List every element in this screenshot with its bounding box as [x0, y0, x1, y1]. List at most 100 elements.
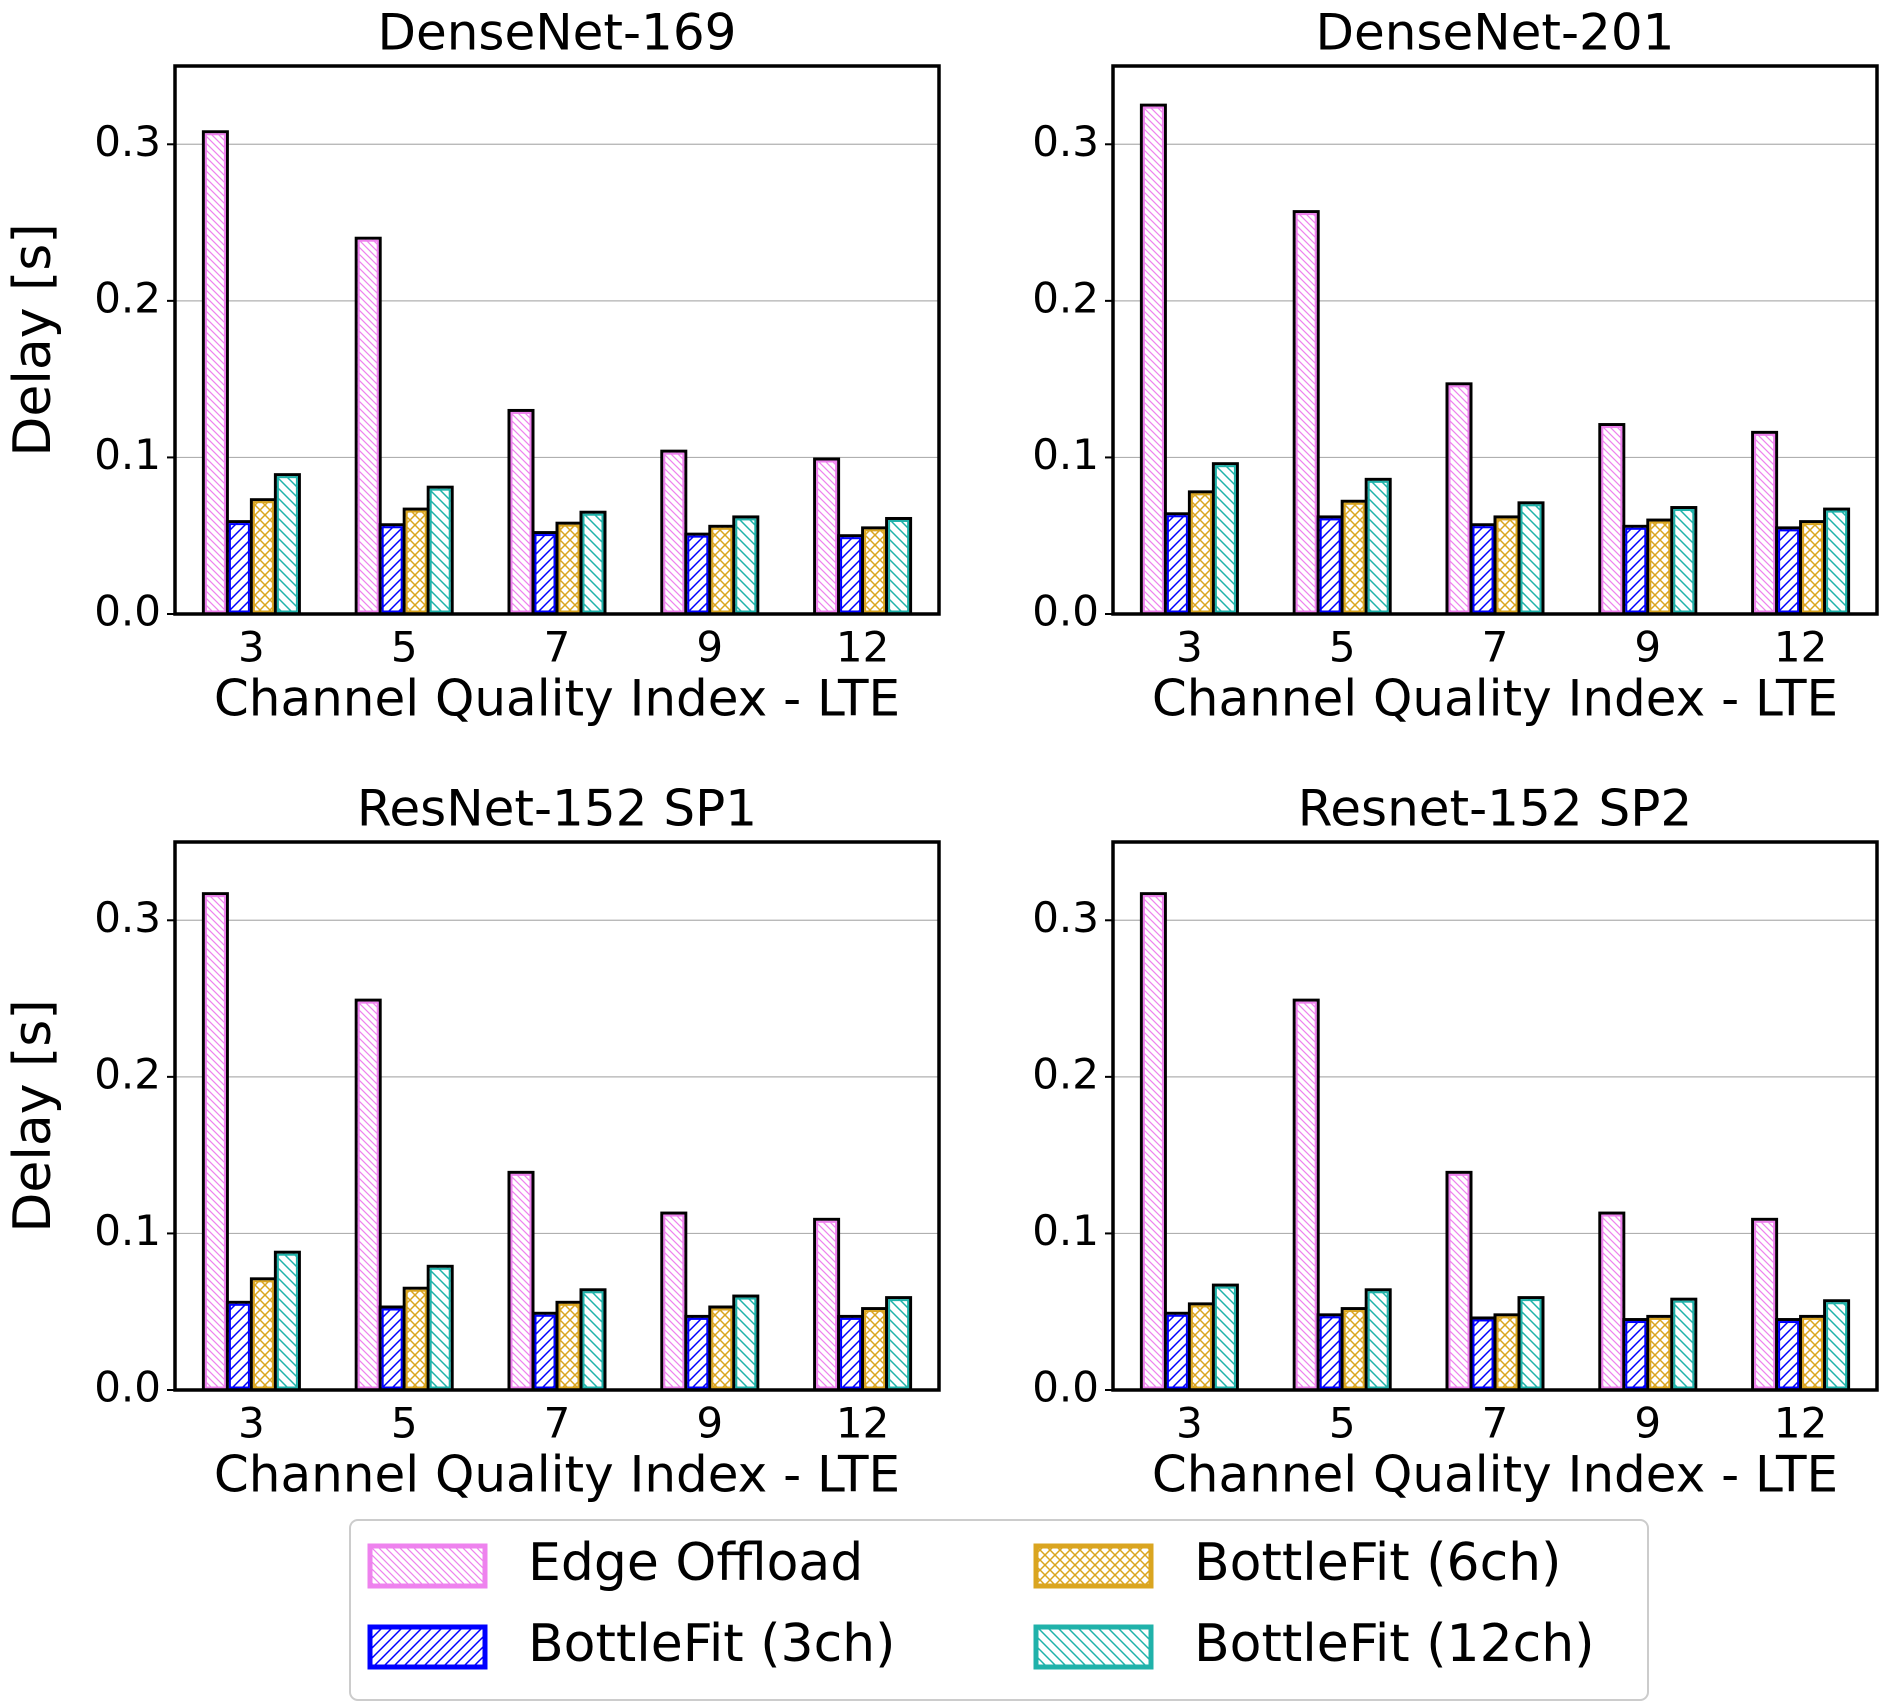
bar-inner-edge	[1826, 510, 1848, 613]
bar-inner-edge	[1601, 426, 1623, 613]
bar-inner-edge	[816, 460, 838, 613]
bar-inner-edge	[1142, 895, 1164, 1389]
bar	[1598, 1211, 1626, 1392]
bar-inner-edge	[228, 1303, 250, 1389]
x-tick-label: 5	[1329, 623, 1356, 672]
bar-inner-edge	[816, 1220, 838, 1389]
bar	[1445, 382, 1473, 616]
bar	[579, 510, 607, 616]
bar	[1670, 1297, 1698, 1392]
bar	[1469, 1316, 1497, 1392]
bar-inner-edge	[663, 1214, 685, 1389]
bar-inner-edge	[204, 133, 226, 613]
bar	[1670, 506, 1698, 616]
bar-inner-edge	[1802, 1317, 1824, 1389]
bar-inner-edge	[840, 537, 862, 613]
y-tick-label: 0.2	[1032, 1049, 1099, 1098]
x-axis-label: Channel Quality Index - LTE	[1152, 1446, 1838, 1504]
bar-inner-edge	[381, 526, 403, 613]
bar-inner-edge	[1778, 529, 1800, 613]
bar	[1364, 1288, 1392, 1392]
bar-inner-edge	[534, 1314, 556, 1389]
bar	[1364, 477, 1392, 616]
bar-inner-edge	[1166, 515, 1188, 613]
x-tick-label: 5	[1329, 1399, 1356, 1448]
x-tick-label: 9	[696, 623, 723, 672]
bar	[861, 1307, 889, 1392]
bar-inner-edge	[276, 1253, 298, 1389]
y-tick-label: 0.2	[94, 1049, 161, 1098]
legend-box	[349, 1519, 1649, 1701]
x-tick-label: 3	[1176, 1399, 1203, 1448]
bar-inner-edge	[534, 534, 556, 613]
bar-inner-edge	[1472, 1319, 1494, 1389]
y-tick-label: 0.3	[94, 893, 161, 942]
bar	[273, 1250, 301, 1392]
bar-inner-edge	[510, 1173, 532, 1389]
bar	[1316, 515, 1344, 616]
bar	[426, 1264, 454, 1392]
bar	[1751, 430, 1779, 616]
bar	[1163, 512, 1191, 616]
bar	[1751, 1217, 1779, 1392]
bar-inner-edge	[735, 518, 757, 613]
bar	[660, 1211, 688, 1392]
bar-inner-edge	[711, 1308, 733, 1389]
bar-inner-edge	[429, 488, 451, 613]
y-tick-label: 0.0	[94, 1363, 161, 1412]
bar	[885, 1296, 913, 1392]
x-tick-label: 3	[1176, 623, 1203, 672]
x-tick-label: 12	[1774, 1399, 1827, 1448]
x-tick-label: 9	[696, 1399, 723, 1448]
bar	[1823, 507, 1851, 616]
bar-inner-edge	[1472, 526, 1494, 613]
bar	[861, 526, 889, 616]
bar	[402, 1286, 430, 1392]
bar	[555, 1300, 583, 1392]
plot-frame	[1111, 64, 1879, 616]
bar	[1799, 520, 1827, 616]
bar	[684, 1314, 712, 1392]
bar	[1493, 1313, 1521, 1392]
chart-title: ResNet-152 SP1	[357, 780, 757, 838]
bar-inner-edge	[228, 523, 250, 613]
bar	[1292, 210, 1320, 616]
legend-label: Edge Offload	[528, 1533, 863, 1593]
x-tick-label: 12	[836, 623, 889, 672]
bar	[273, 473, 301, 616]
chart-title: Resnet-152 SP2	[1298, 780, 1692, 838]
bar	[1517, 1296, 1545, 1392]
bar	[1211, 462, 1239, 616]
bar	[732, 515, 760, 616]
bar-inner-edge	[1754, 1220, 1776, 1389]
y-tick-label: 0.1	[94, 430, 161, 479]
bar	[1316, 1313, 1344, 1392]
bar	[837, 1314, 865, 1392]
bar-inner-edge	[582, 513, 604, 613]
bar-inner-edge	[405, 1289, 427, 1389]
bar	[1775, 1318, 1803, 1392]
bar-inner-edge	[1319, 518, 1341, 613]
bar	[1445, 1170, 1473, 1392]
bar-inner-edge	[1778, 1321, 1800, 1389]
bar	[1139, 103, 1167, 616]
y-tick-label: 0.3	[94, 117, 161, 166]
y-tick-label: 0.0	[1032, 587, 1099, 636]
bar-inner-edge	[1367, 480, 1389, 613]
bar-inner-edge	[1601, 1214, 1623, 1389]
bar	[378, 1305, 406, 1392]
bar	[1340, 499, 1368, 616]
bar-inner-edge	[888, 519, 910, 613]
bar	[837, 534, 865, 616]
bar	[555, 521, 583, 616]
x-axis-label: Channel Quality Index - LTE	[214, 670, 900, 728]
y-tick-label: 0.2	[94, 273, 161, 322]
bar-inner-edge	[1520, 504, 1542, 613]
bar	[708, 524, 736, 616]
bar-inner-edge	[1343, 1310, 1365, 1389]
bar	[402, 507, 430, 616]
bar-inner-edge	[429, 1267, 451, 1389]
x-axis-label: Channel Quality Index - LTE	[214, 1446, 900, 1504]
x-axis-label: Channel Quality Index - LTE	[1152, 670, 1838, 728]
